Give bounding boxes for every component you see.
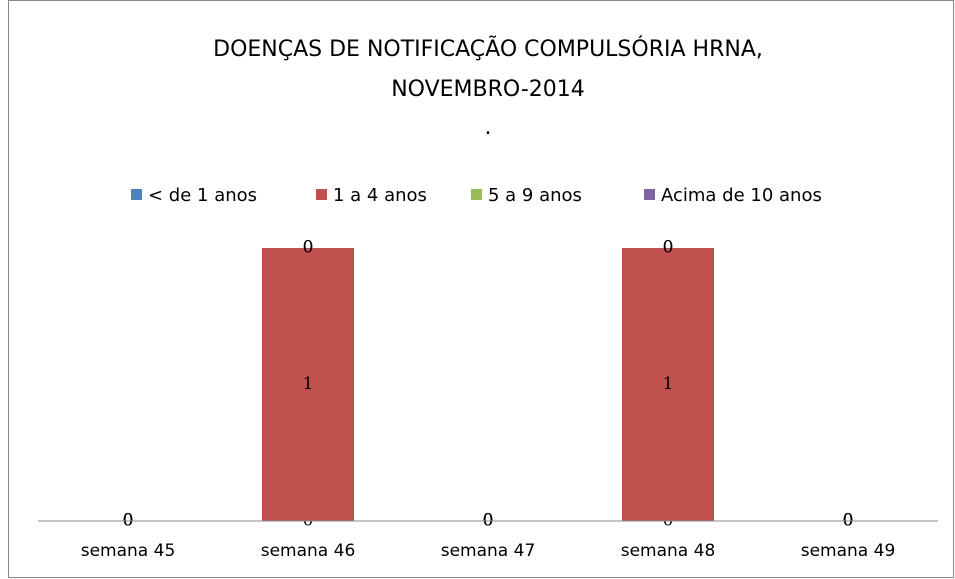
x-tick-label: semana 46	[261, 541, 356, 561]
legend-label: 1 a 4 anos	[333, 185, 427, 206]
legend-label: 5 a 9 anos	[488, 185, 582, 206]
chart-title: .	[485, 115, 492, 140]
legend-swatch	[316, 189, 327, 200]
bar-segment	[622, 248, 714, 521]
data-label: 0	[303, 238, 314, 258]
x-tick-label: semana 47	[441, 541, 536, 561]
legend-swatch	[471, 189, 482, 200]
data-label: 0	[663, 238, 674, 258]
bar-segment	[262, 248, 354, 521]
data-label: 0	[663, 238, 674, 258]
chart-frame	[8, 0, 954, 578]
chart-title: NOVEMBRO-2014	[391, 77, 585, 102]
x-tick-label: semana 49	[801, 541, 896, 561]
legend-swatch	[131, 189, 142, 200]
data-label: 0	[303, 238, 314, 258]
data-label: 1	[303, 374, 314, 394]
x-tick-label: semana 45	[81, 541, 176, 561]
legend-swatch	[644, 189, 655, 200]
legend-label: Acima de 10 anos	[661, 185, 822, 206]
x-tick-label: semana 48	[621, 541, 716, 561]
data-label: 1	[663, 374, 674, 394]
legend-label: < de 1 anos	[148, 185, 257, 206]
chart-title: DOENÇAS DE NOTIFICAÇÃO COMPULSÓRIA HRNA,	[213, 35, 763, 62]
